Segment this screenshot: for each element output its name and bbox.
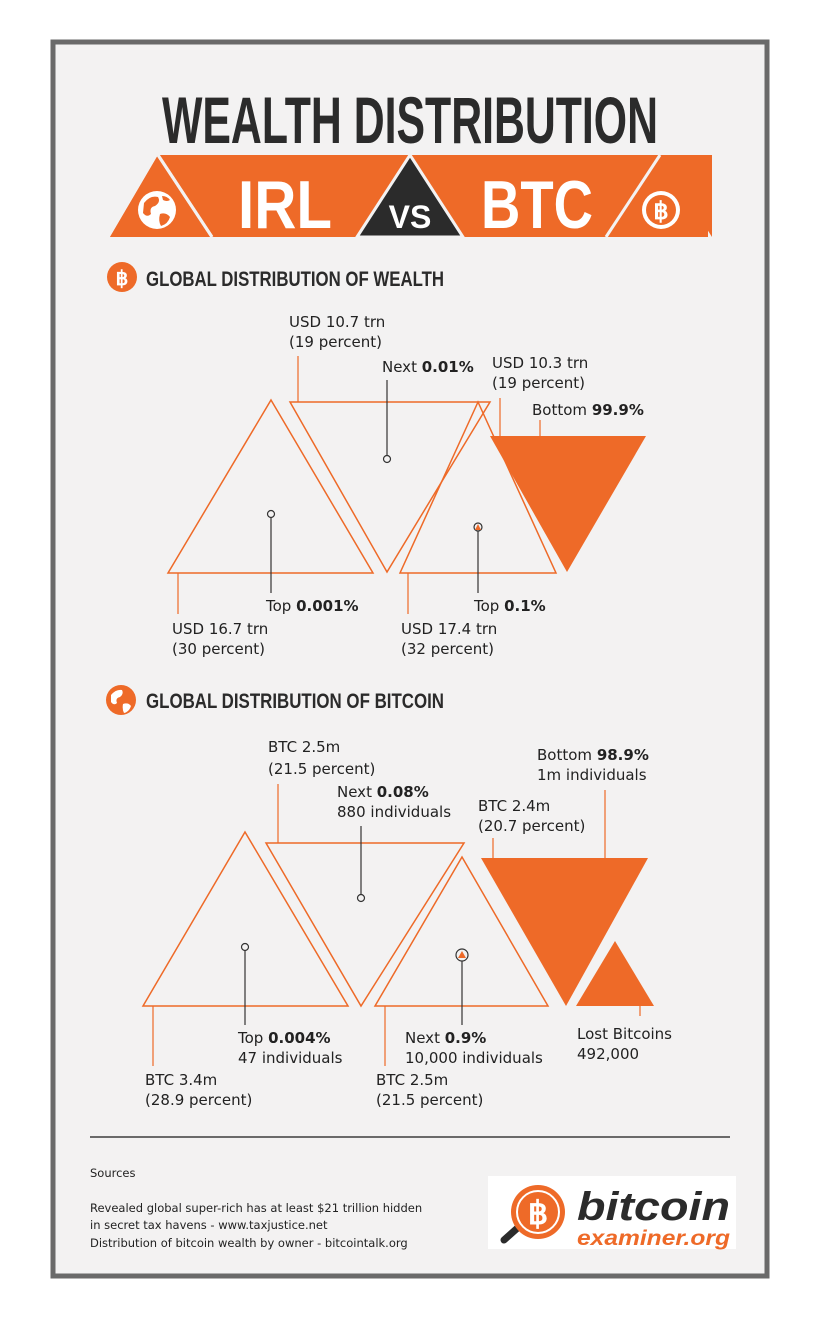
logo-word-bitcoin: bitcoin bbox=[577, 1185, 730, 1229]
bitcoin-heading: GLOBAL DISTRIBUTION OF BITCOIN bbox=[146, 690, 444, 713]
bitcoin-next1-share: (21.5 percent) bbox=[268, 760, 375, 778]
wealth-top-label: Top 0.001% bbox=[265, 597, 359, 615]
bitcoin-lost-value: 492,000 bbox=[577, 1045, 639, 1063]
bitcoin-next1-amount: BTC 2.5m bbox=[268, 738, 340, 756]
source-line: in secret tax havens - www.taxjustice.ne… bbox=[90, 1218, 328, 1232]
bitcoin-next2-amount: BTC 2.5m bbox=[376, 1071, 448, 1089]
wealth-bottom-triangle bbox=[490, 436, 646, 572]
globe-icon bbox=[138, 191, 176, 229]
banner-divider-right bbox=[604, 154, 662, 238]
bitcoin-next2-share: (21.5 percent) bbox=[376, 1091, 483, 1109]
banner-right-tip bbox=[660, 155, 712, 237]
wealth-next2-amount: USD 17.4 trn bbox=[401, 620, 497, 638]
bitcoin-bottom-share: (20.7 percent) bbox=[478, 817, 585, 835]
wealth-next2-label: Top 0.1% bbox=[473, 597, 546, 615]
wealth-top-amount: USD 16.7 trn bbox=[172, 620, 268, 638]
banner-btc: BTC bbox=[481, 167, 593, 243]
source-line: Distribution of bitcoin wealth by owner … bbox=[90, 1236, 408, 1250]
sources-heading: Sources bbox=[90, 1166, 136, 1180]
wealth-section: ฿ GLOBAL DISTRIBUTION OF WEALTH Top 0.00… bbox=[107, 262, 646, 658]
bitcoin-section: GLOBAL DISTRIBUTION OF BITCOIN Top 0.004… bbox=[106, 685, 672, 1109]
banner: IRL VS BTC ฿ bbox=[110, 152, 712, 243]
bitcoin-top-people: 47 individuals bbox=[238, 1049, 343, 1067]
wealth-bottom-label: Bottom 99.9% bbox=[532, 401, 644, 419]
vs-triangle bbox=[354, 152, 466, 239]
globe-icon bbox=[106, 685, 136, 715]
bitcoin-next1-people: 880 individuals bbox=[337, 803, 451, 821]
bitcoin-top-share: (28.9 percent) bbox=[145, 1091, 252, 1109]
bitcoinexaminer-logo: ฿ bitcoin examiner .org bbox=[488, 1176, 736, 1250]
bitcoin-bottom-triangle bbox=[481, 858, 648, 1006]
bitcoin-next2-people: 10,000 individuals bbox=[405, 1049, 543, 1067]
frame bbox=[50, 39, 770, 1279]
banner-irl: IRL bbox=[238, 167, 332, 243]
bitcoin-bottom-label: Bottom 98.9% bbox=[537, 746, 649, 764]
bitcoin-next2-label: Next 0.9% bbox=[405, 1029, 486, 1047]
bitcoin-top-label: Top 0.004% bbox=[237, 1029, 331, 1047]
wealth-top-share: (30 percent) bbox=[172, 640, 265, 658]
wealth-next2-share: (32 percent) bbox=[401, 640, 494, 658]
wealth-bottom-amount: USD 10.3 trn bbox=[492, 354, 588, 372]
svg-text:฿: ฿ bbox=[653, 198, 668, 225]
bitcoin-icon: ฿ bbox=[642, 191, 680, 229]
source-line: Revealed global super-rich has at least … bbox=[90, 1201, 422, 1215]
page-title: WEALTH DISTRIBUTION bbox=[162, 83, 658, 157]
bitcoin-bottom-people: 1m individuals bbox=[537, 766, 647, 784]
bitcoin-lost-triangle bbox=[576, 941, 654, 1006]
logo-word-examiner: examiner .org bbox=[577, 1227, 730, 1250]
wealth-next1-label: Next 0.01% bbox=[382, 358, 474, 376]
wealth-next1-share: (19 percent) bbox=[289, 333, 382, 351]
bitcoin-icon: ฿ bbox=[528, 1195, 548, 1231]
wealth-next1-amount: USD 10.7 trn bbox=[289, 313, 385, 331]
magnifier-lens bbox=[511, 1185, 565, 1239]
bitcoin-icon: ฿ bbox=[107, 262, 137, 292]
bitcoin-next1-triangle bbox=[264, 842, 466, 1008]
banner-divider-left bbox=[156, 154, 214, 238]
bitcoin-bottom-amount: BTC 2.4m bbox=[478, 797, 550, 815]
bitcoin-lost-label: Lost Bitcoins bbox=[577, 1025, 672, 1043]
wealth-bottom-share: (19 percent) bbox=[492, 374, 585, 392]
wealth-heading: GLOBAL DISTRIBUTION OF WEALTH bbox=[146, 268, 444, 291]
bitcoin-top-amount: BTC 3.4m bbox=[145, 1071, 217, 1089]
banner-vs: VS bbox=[389, 199, 432, 235]
sources: Sources Revealed global super-rich has a… bbox=[90, 1166, 422, 1250]
bitcoin-next1-label: Next 0.08% bbox=[337, 783, 429, 801]
svg-text:฿: ฿ bbox=[116, 268, 129, 290]
